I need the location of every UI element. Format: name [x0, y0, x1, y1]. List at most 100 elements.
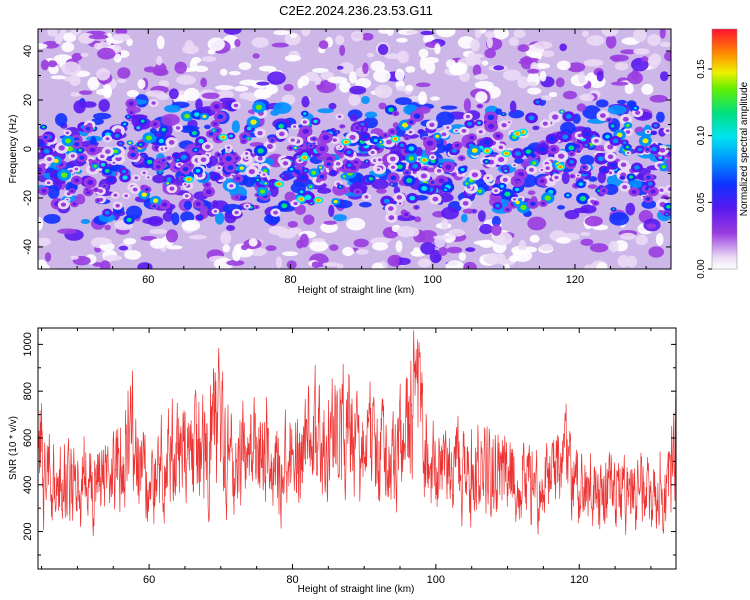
spectrogram-cell	[238, 195, 247, 201]
spectrogram-cell	[70, 29, 82, 36]
spectrogram-cell	[284, 54, 301, 62]
spectrogram-cell	[420, 30, 435, 36]
spectrogram-cell	[474, 80, 494, 90]
spectrogram-cell	[267, 71, 286, 85]
spectrogram-cell-core	[607, 154, 614, 160]
spectrogram-cell-core	[495, 204, 500, 208]
spectrogram-cell-core	[121, 169, 126, 174]
spectrogram-cell	[289, 33, 298, 39]
spectrogram-cell-core	[124, 194, 128, 198]
spectrogram-cell	[441, 218, 449, 230]
spectrogram-cell-core	[151, 101, 156, 105]
spectrogram-cell	[486, 37, 493, 49]
spectrogram-cell-core	[666, 204, 671, 209]
spectrogram-cell	[495, 108, 503, 115]
spectrogram-cell-core	[408, 130, 413, 134]
spectrogram-cell-core	[270, 139, 275, 142]
spectrogram-cell	[253, 88, 272, 99]
spectrogram-cell-core	[544, 195, 551, 201]
spectrogram-cell-core	[100, 154, 105, 159]
spectrogram-cell	[323, 220, 337, 225]
spectrogram-cell-core	[402, 157, 405, 160]
spectrogram-cell-core	[368, 177, 373, 181]
spectrogram-cell	[349, 114, 358, 122]
spectrogram-cell-core	[626, 123, 630, 127]
spectrogram-cell	[55, 113, 68, 127]
spectrogram-cell	[286, 260, 297, 269]
spectrogram-cell-core	[501, 122, 507, 128]
spectrogram-cell	[467, 52, 476, 61]
spectrogram-cell	[472, 64, 482, 77]
spectrogram-cell-core	[377, 158, 382, 162]
spectrogram-cell	[583, 264, 593, 269]
spectrogram-cell	[559, 43, 567, 52]
spectrogram-cell-core	[152, 122, 158, 127]
spectrogram-cell-core	[570, 152, 574, 156]
spectrogram-cell	[215, 85, 235, 91]
spectrogram-cell-core	[610, 163, 616, 168]
spectrogram-cell-core	[229, 184, 234, 188]
spectrogram-cell	[342, 246, 355, 257]
spectrogram-cell-core	[566, 194, 570, 197]
spectrogram-cell-core	[625, 145, 630, 149]
spectrogram-cell	[502, 69, 522, 81]
spectrogram-cell-core	[514, 151, 521, 157]
spectrogram-cell-core	[554, 175, 559, 180]
spectrogram-cell	[578, 71, 586, 84]
spectrogram-cell	[80, 52, 89, 57]
spectrogram-cell	[93, 42, 103, 50]
snr-x-tick-label: 120	[570, 574, 588, 586]
spectrogram-cell	[418, 48, 429, 59]
spectrogram-cell-core	[339, 145, 343, 148]
spectrogram-cell	[118, 245, 129, 251]
spectrogram-cell-core	[104, 169, 110, 173]
snr-x-tick-label: 80	[286, 574, 298, 586]
spectrogram-cell-core	[169, 186, 175, 191]
spectrogram-cell	[633, 29, 647, 42]
spectrogram-cell-core	[166, 177, 172, 182]
spectrogram-cell-core	[152, 198, 159, 203]
spectrogram-cell	[458, 252, 467, 261]
colorbar-tick-label: 0.15	[696, 59, 707, 79]
spectrogram-cell	[335, 35, 345, 46]
spectrogram-cell	[477, 210, 486, 222]
spectrogram-cell-core	[197, 215, 202, 219]
spectrogram-cell	[158, 80, 170, 88]
spectrogram-cell-core	[445, 164, 452, 170]
spectrogram-cell-core	[289, 167, 294, 171]
spectrogram-cell	[168, 88, 179, 100]
spectrogram-cell	[361, 32, 374, 41]
spectrogram-cell	[161, 113, 180, 126]
spectrogram-cell	[641, 56, 649, 62]
spectrogram-cell	[171, 212, 180, 226]
spectrogram-panel: 60 80 100 120 -40 -20 0 20 40 Height of straigh…	[8, 28, 672, 296]
spectrogram-cell-core	[231, 174, 235, 177]
spectrogram-cell-core	[560, 110, 564, 113]
spectrogram-cell-core	[502, 177, 508, 182]
spectrogram-peak	[187, 178, 191, 181]
spectrogram-cell-core	[256, 178, 260, 182]
spectrogram-cell-core	[346, 150, 352, 155]
spectrogram-cell-core	[358, 130, 362, 133]
spectrogram-cell	[297, 78, 304, 89]
spectrogram-cell	[633, 48, 650, 55]
spectrogram-cell	[287, 221, 298, 228]
spectrogram-cell-core	[182, 166, 189, 172]
spectrogram-cell	[61, 41, 75, 53]
spectrogram-cell	[149, 228, 168, 235]
snr-y-label: SNR (10 * v/v)	[8, 416, 19, 480]
spectrogram-cell-core	[217, 166, 221, 170]
spectrogram-cell-core	[633, 106, 638, 110]
spectrogram-cell	[503, 263, 511, 269]
spectrogram-cell	[446, 246, 463, 254]
spectrogram-cell	[182, 44, 199, 55]
spectrogram-cell-core	[406, 178, 413, 183]
spectrogram-cell-core	[105, 137, 110, 141]
spectrogram-cell-core	[594, 201, 598, 205]
spectrogram-cell-core	[423, 167, 428, 171]
spectrogram-cell-core	[409, 120, 414, 124]
spectrogram-cell	[311, 261, 321, 268]
spectrogram-cell-core	[452, 173, 456, 176]
snr-panel: 60 80 100 120 200 400 600 800 1000 Height of st…	[8, 327, 677, 595]
spectrogram-cell	[438, 246, 448, 256]
